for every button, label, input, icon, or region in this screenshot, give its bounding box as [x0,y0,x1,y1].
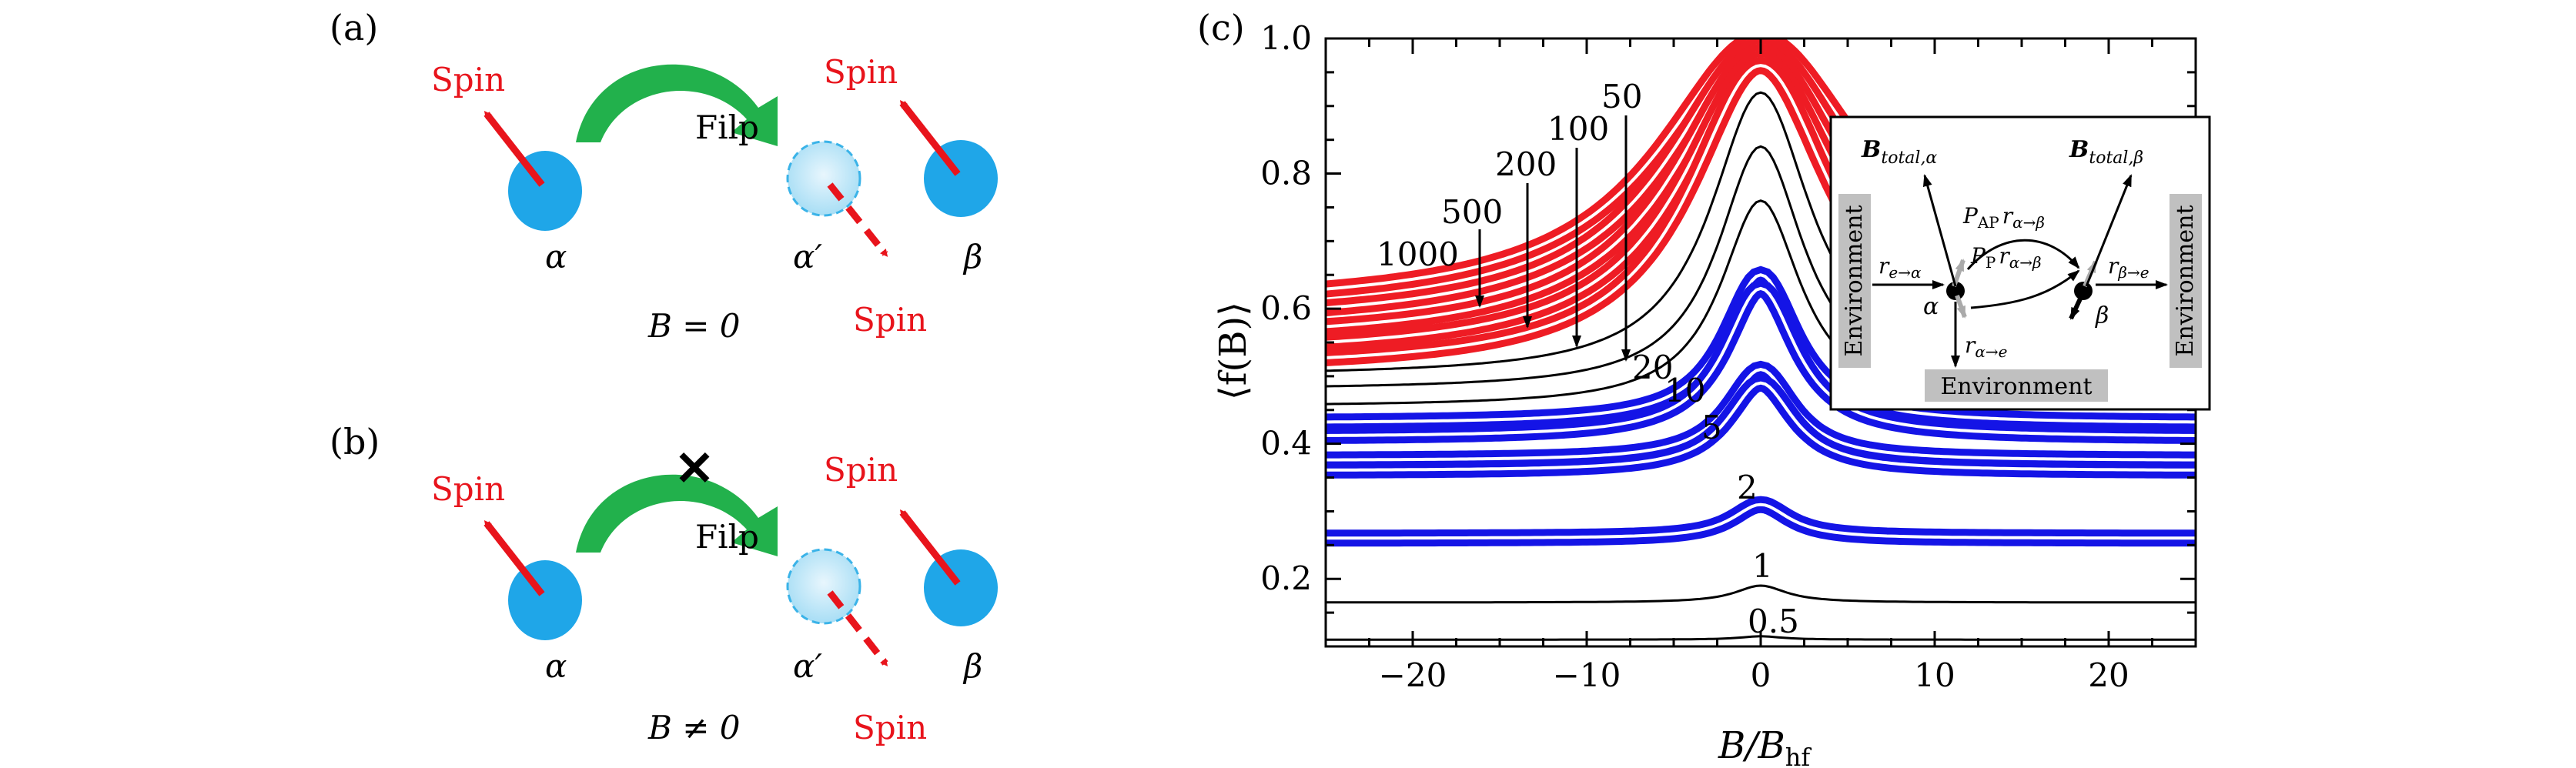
r-alpha-e-label: rα→e [1965,332,2008,361]
curve-label-50: 50 [1601,78,1642,115]
panel-b: (b) ✕ Filp Spin α α′ Spin Spin β B ≠ 0 [330,421,998,746]
curve-labels: 50 100 200 500 1000 20 10 5 2 1 0.5 [1377,78,1799,640]
panel-c: (c) −20 −10 0 10 200.20.40.60.81.0 B/Bhf ⟨f(… [1197,7,2211,768]
environment-left-label: Environment [1841,205,1868,356]
flip-arrow [576,64,778,146]
alpha-prime-site [786,140,861,217]
curve-band-core-11 [1326,381,2196,472]
curve-label-100: 100 [1547,110,1609,148]
p-p-arrow [1970,269,2080,309]
flip-arrow [576,474,778,556]
beta-spin-black [2069,294,2084,320]
curve-label-200: 200 [1495,145,1557,183]
x-tick-label: −20 [1379,656,1447,694]
inset-schematic: Environment Environment Environment Btot… [1829,115,2211,411]
y-axis-label: ⟨f(B)⟩ [1212,302,1255,400]
beta-label: β [962,647,982,685]
x-tick-label: 20 [2088,656,2129,694]
curve-line-13 [1326,584,2196,604]
x-tick-label: −10 [1553,656,1621,694]
y-tick-label: 0.6 [1260,289,1312,327]
flip-label: Filp [695,518,759,556]
spin-label-beta: Spin [824,53,898,91]
beta-site [924,549,998,626]
inset-alpha-label: α [1923,293,1939,320]
alpha-prime-label: α′ [793,647,822,685]
environment-bottom-box [1925,369,2108,402]
alpha-prime-label: α′ [793,238,822,275]
x-tick-label: 10 [1914,656,1955,694]
x-axis-label: B/Bhf [1718,724,1812,768]
curve-label-0-5: 0.5 [1748,603,1799,640]
curve-label-5: 5 [1701,409,1722,446]
r-e-alpha-label: re→α [1878,253,1922,282]
curve-band-core-12 [1326,503,2196,540]
spin-arrow-beta [899,509,961,586]
blocked-mark: ✕ [674,440,714,496]
r-beta-e-label: rβ→e [2108,253,2149,282]
y-tick-label: 1.0 [1260,19,1312,57]
condition-label: B = 0 [647,307,740,345]
spin-label-alpha: Spin [431,61,505,99]
flip-label: Filp [695,109,759,146]
panel-a: (a) Filp Spin α α′ Spin Spin β B = 0 [330,7,998,345]
p-p-rate-label: PP rα→β [1970,243,2042,272]
curve-label-10: 10 [1664,372,1705,409]
curve-label-20: 20 [1632,349,1673,386]
alpha-site [508,151,582,231]
curve-band-core-10 [1326,368,2196,462]
alpha-prime-site [786,548,861,625]
inset-beta-site [2074,282,2093,300]
curve-band-12 [1326,496,2196,547]
alpha-spin-up [1952,259,1965,287]
inset-frame [1829,115,2211,411]
spin-label-beta: Spin [824,451,898,489]
beta-site [924,140,998,217]
environment-right-label: Environment [2172,205,2199,356]
environment-left-box [1838,194,1871,368]
alpha-spin-down [1955,294,1967,319]
inset-beta-label: β [2095,302,2109,329]
spin-arrow-alpha-prime [827,590,888,666]
y-tick-label: 0.4 [1260,425,1312,462]
b-total-beta-arrow [2085,174,2133,287]
environment-bottom-label: Environment [1940,373,2092,400]
b-total-beta-label: Btotal,β [2069,136,2143,168]
axis-ticks: −20 −10 0 10 200.20.40.60.81.0 [1260,19,2197,694]
panel-b-label: (b) [330,421,380,462]
y-tick-label: 0.2 [1260,559,1312,597]
spin-label-alpha-prime: Spin [853,709,927,746]
beta-label: β [962,238,982,275]
panel-a-label: (a) [330,7,378,48]
curve-label-1000: 1000 [1377,235,1459,273]
spin-label-alpha-prime: Spin [853,301,927,339]
y-tick-label: 0.8 [1260,155,1312,192]
curve-label-2: 2 [1737,469,1758,506]
spin-arrow-alpha [483,520,545,596]
p-ap-rate-label: PAP rα→β [1962,203,2045,232]
inset-alpha-site [1946,282,1965,300]
curve-band-core-8 [1326,273,2196,424]
curve-label-1: 1 [1752,547,1773,585]
b-total-alpha-arrow [1922,174,1957,287]
alpha-label: α [545,238,567,275]
spin-arrow-beta [899,100,961,176]
spin-arrow-alpha-prime [827,182,888,257]
environment-right-box [2170,194,2202,368]
b-total-alpha-label: Btotal,α [1861,136,1937,168]
condition-label: B ≠ 0 [647,709,740,746]
alpha-label: α [545,647,567,685]
curve-band-core-9 [1326,286,2196,437]
p-ap-arrow [1966,239,2080,270]
spin-label-alpha: Spin [431,470,505,508]
spin-arrow-alpha [483,111,545,187]
curve-label-500: 500 [1441,193,1503,231]
alpha-site [508,560,582,640]
x-tick-label: 0 [1751,656,1771,694]
panel-c-label: (c) [1197,7,1245,48]
